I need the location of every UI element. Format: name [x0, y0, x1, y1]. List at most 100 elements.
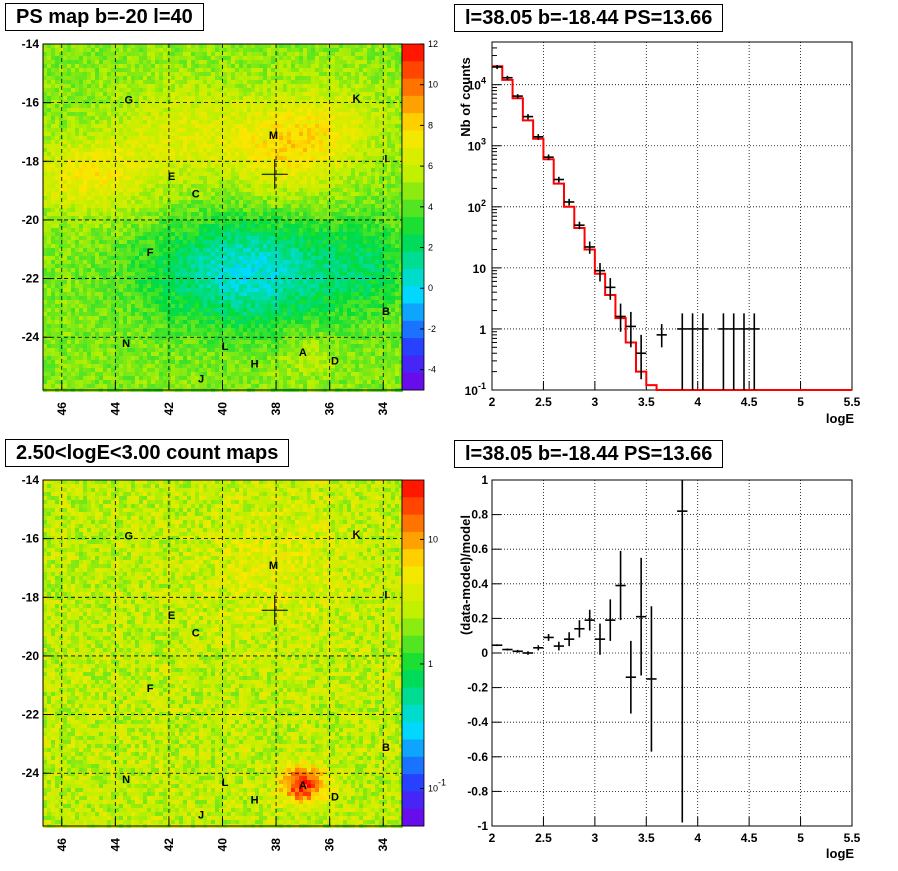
- spectrum-data-point: [553, 176, 564, 183]
- count-map-colorbar-label: 10: [428, 534, 438, 544]
- spectrum-data-point: [625, 311, 636, 348]
- ps-map-tick-label-x: 42: [162, 402, 176, 416]
- count-map-source-L: L: [222, 777, 229, 789]
- ps-map-pixels: [43, 44, 403, 392]
- spectrum-data-point: [677, 313, 688, 390]
- count-map-source-A: A: [299, 780, 307, 792]
- ps-map-colorbar-label: 6: [428, 161, 433, 171]
- spectrum-tick-label-x: 2.5: [535, 395, 552, 409]
- spectrum-title: l=38.05 b=-18.44 PS=13.66: [454, 4, 724, 32]
- residuals-data-point: [594, 623, 606, 655]
- ps-map-source-A: A: [299, 347, 307, 359]
- spectrum-x-label: logE: [826, 411, 854, 426]
- spectrum-data-point: [543, 154, 554, 161]
- residuals-tick-label-y: 0.8: [471, 508, 488, 522]
- residuals-data-point: [543, 633, 554, 641]
- count-map-tick-label-x: 34: [376, 838, 390, 852]
- spectrum-data-point: [605, 278, 616, 300]
- ps-map-colorbar-label: -2: [428, 324, 436, 334]
- residuals-tick-label-x: 4: [694, 831, 701, 845]
- residuals-tick-label-y: 0.6: [471, 542, 488, 556]
- residuals-data-point: [605, 599, 616, 641]
- residuals-tick-label-y: -0.2: [467, 681, 488, 695]
- ps-map-colorbar-label: 12: [428, 39, 438, 49]
- residuals-data-point: [522, 651, 534, 655]
- count-map-colorbar-label: 10-1: [428, 778, 446, 794]
- residuals-tick-label-x: 3.5: [638, 831, 655, 845]
- spectrum-tick-label-y: 104: [468, 76, 486, 93]
- ps-map-source-D: D: [331, 356, 339, 368]
- count-map-source-E: E: [168, 610, 175, 622]
- residuals-data-point: [584, 609, 595, 631]
- ps-map-tick-label-y: -20: [22, 213, 40, 227]
- spectrum-data-point: [512, 94, 523, 99]
- residuals-data-point: [492, 644, 503, 647]
- residuals-data-point: [636, 557, 647, 676]
- residuals-tick-label-y: -0.4: [467, 715, 488, 729]
- residuals-data-point: [553, 641, 564, 651]
- count-map-pixels: [43, 480, 403, 828]
- residuals-x-label: logE: [826, 846, 854, 861]
- ps-map-tick-label-x: 46: [55, 402, 69, 416]
- count-map-tick-label-y: -16: [22, 532, 40, 546]
- residuals-tick-label-y: -0.6: [467, 750, 488, 764]
- ps-map-source-G: G: [124, 95, 133, 107]
- residuals-tick-label-x: 5.5: [844, 831, 861, 845]
- residuals-tick-label-x: 3: [592, 831, 599, 845]
- ps-map-tick-label-y: -14: [22, 37, 40, 51]
- count-map-source-K: K: [352, 529, 360, 541]
- residuals-tick-label-x: 2: [489, 831, 496, 845]
- spectrum-data-point: [615, 303, 626, 332]
- residuals-tick-label-x: 2.5: [535, 831, 552, 845]
- spectrum-tick-label-y: 103: [468, 137, 486, 154]
- ps-map-tick-label-y: -18: [22, 154, 40, 168]
- spectrum-y-label: Nb of counts: [458, 57, 473, 136]
- residuals-tick-label-y: 0.4: [471, 577, 488, 591]
- spectrum-data-point: [697, 313, 708, 390]
- count-map-source-F: F: [147, 683, 154, 695]
- spectrum-data-point: [533, 134, 544, 140]
- ps-map-tick-label-x: 40: [216, 402, 230, 416]
- count-map-tick-label-y: -14: [22, 473, 40, 487]
- residuals-y-label: (data-model)/model: [458, 515, 473, 635]
- residuals-data-point: [625, 640, 636, 714]
- spectrum-tick-label-y: 1: [479, 323, 486, 337]
- spectrum-tick-label-x: 2: [489, 395, 496, 409]
- ps-map-source-E: E: [168, 171, 175, 183]
- ps-map-colorbar: [401, 43, 425, 391]
- ps-map-source-M: M: [269, 130, 278, 142]
- ps-map-title: PS map b=-20 l=40: [5, 3, 204, 31]
- count-map-colorbar: [401, 479, 425, 827]
- count-map-source-G: G: [124, 531, 133, 543]
- count-map-tick-label-y: -18: [22, 590, 40, 604]
- residuals-data-point: [502, 648, 513, 651]
- ps-map-colorbar-label: 4: [428, 202, 433, 212]
- count-map-title: 2.50<logE<3.00 count maps: [5, 439, 290, 467]
- ps-map-tick-label-y: -24: [22, 330, 40, 344]
- spectrum-data-point: [728, 313, 739, 390]
- count-map-tick-label-x: 46: [55, 838, 69, 852]
- spectrum-tick-label-y: 102: [468, 198, 486, 215]
- spectrum-tick-label-y: 10-1: [465, 381, 486, 398]
- residuals-tick-label-x: 4.5: [741, 831, 758, 845]
- spectrum-data-point: [584, 241, 595, 254]
- spectrum-tick-label-x: 3.5: [638, 395, 655, 409]
- spectrum-data-point: [492, 65, 503, 70]
- spectrum-data-point: [522, 114, 534, 120]
- ps-map-colorbar-label: 8: [428, 120, 433, 130]
- ps-map-source-I: I: [384, 153, 387, 165]
- count-map-source-I: I: [384, 589, 387, 601]
- count-map-source-M: M: [269, 560, 278, 572]
- spectrum-frame: [491, 41, 853, 391]
- count-map-tick-label-x: 40: [216, 838, 230, 852]
- ps-map-colorbar-label: 0: [428, 283, 433, 293]
- spectrum-tick-label-y: 10: [473, 262, 487, 276]
- spectrum-data-point: [564, 198, 575, 206]
- count-map-tick-label-x: 44: [108, 838, 122, 852]
- residuals-data-point: [564, 632, 575, 647]
- residuals-title: l=38.05 b=-18.44 PS=13.66: [454, 440, 724, 468]
- ps-map-source-J: J: [198, 373, 204, 385]
- ps-map-tick-label-x: 36: [323, 402, 337, 416]
- residuals-tick-label-y: 0.2: [471, 611, 488, 625]
